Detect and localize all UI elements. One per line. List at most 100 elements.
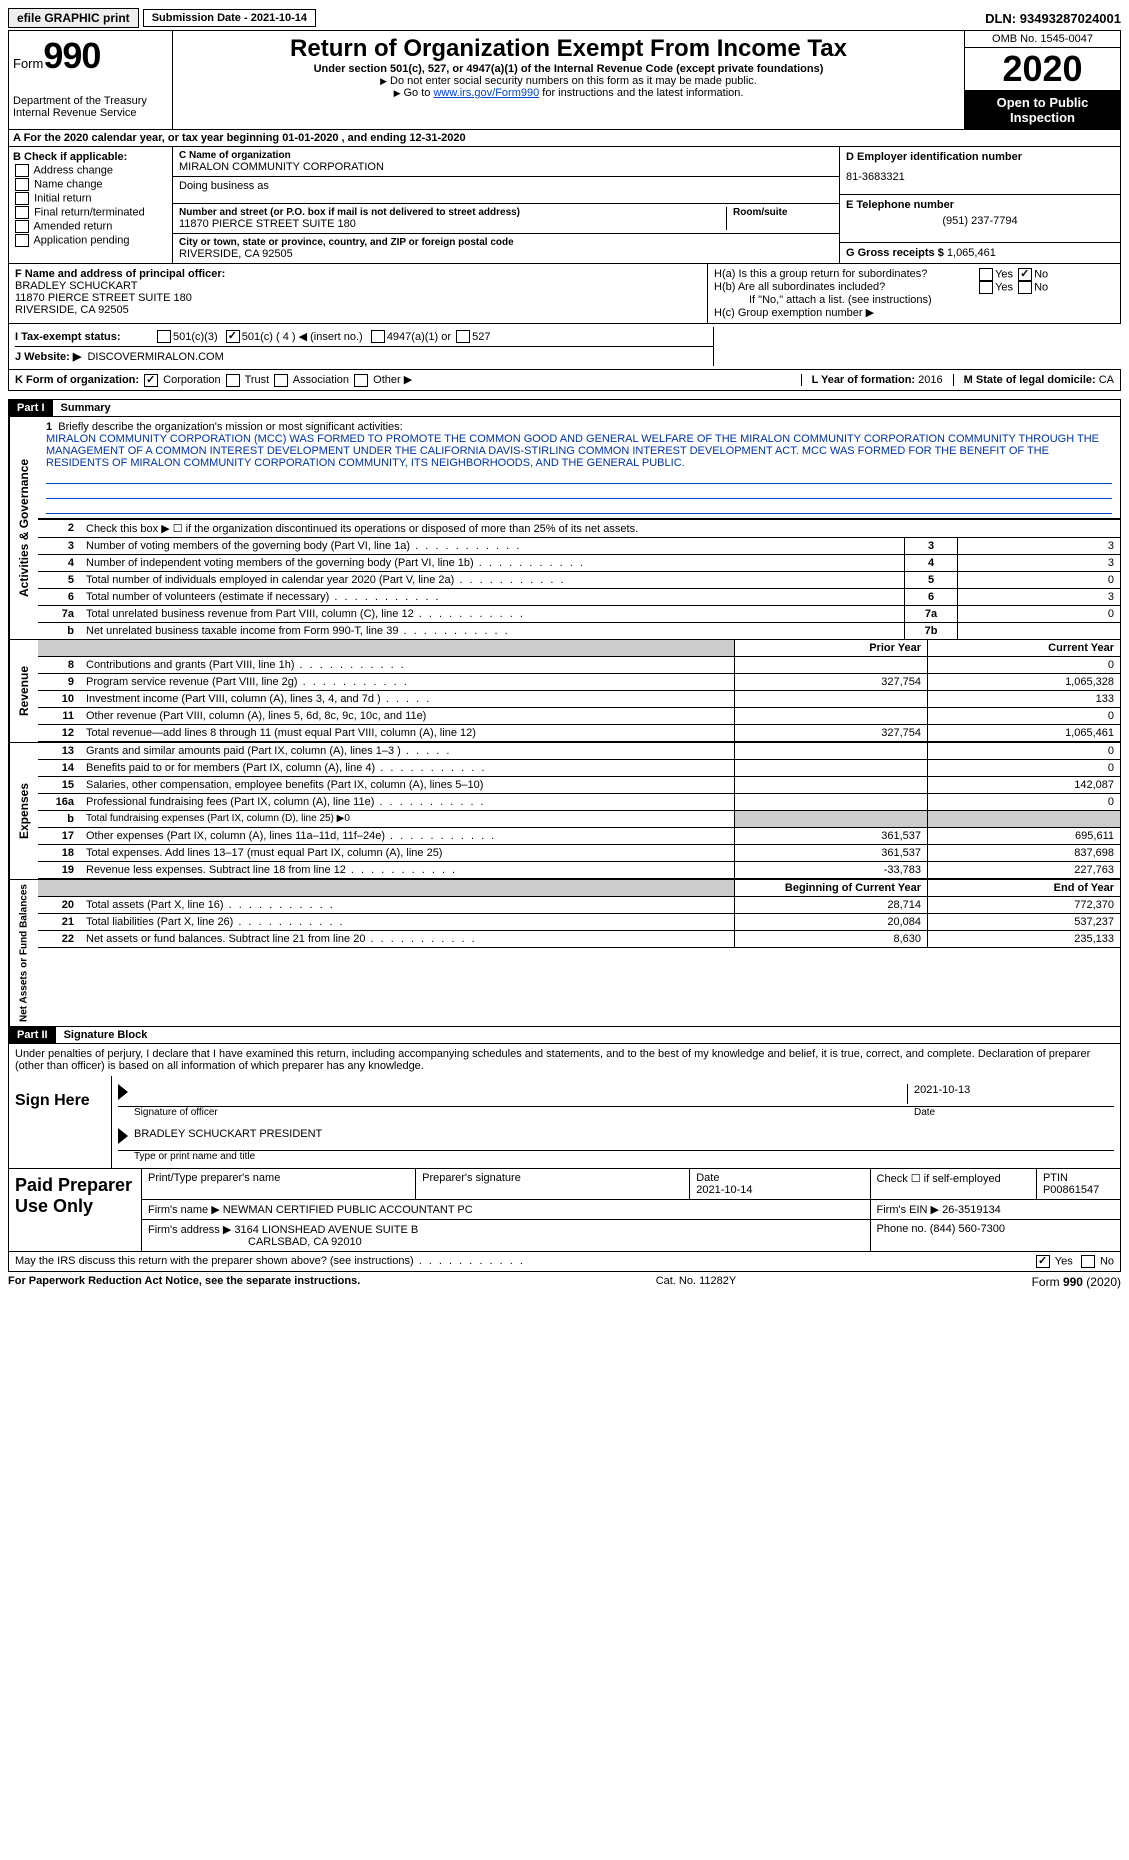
row-box: 7a — [905, 605, 958, 622]
row-curr: 235,133 — [928, 930, 1121, 947]
row-num: 19 — [38, 861, 80, 878]
row-desc: Other expenses (Part IX, column (A), lin… — [80, 827, 735, 844]
firm-name-value: NEWMAN CERTIFIED PUBLIC ACCOUNTANT PC — [223, 1204, 473, 1216]
part1-header-row: Part I Summary — [8, 399, 1121, 417]
discuss-yes-check[interactable] — [1036, 1255, 1050, 1268]
chk-4947[interactable] — [371, 330, 385, 343]
irs-link[interactable]: www.irs.gov/Form990 — [433, 87, 539, 99]
box-b: B Check if applicable: Address change Na… — [9, 147, 173, 263]
chk-other[interactable] — [354, 374, 368, 387]
chk-label: Initial return — [34, 192, 91, 204]
ha-yes-check[interactable] — [979, 268, 993, 281]
discuss-no-check[interactable] — [1081, 1255, 1095, 1268]
begin-year-header: Beginning of Current Year — [735, 880, 928, 897]
row-prior — [735, 776, 928, 793]
table-row: 12Total revenue—add lines 8 through 11 (… — [38, 724, 1120, 741]
penalty-block: Under penalties of perjury, I declare th… — [8, 1044, 1121, 1076]
chk-trust[interactable] — [226, 374, 240, 387]
row-num: 9 — [38, 673, 80, 690]
chk-amended-return[interactable]: Amended return — [13, 220, 168, 233]
chk-501c3[interactable] — [157, 330, 171, 343]
open-to-public: Open to Public Inspection — [965, 91, 1120, 129]
room-label: Room/suite — [733, 207, 833, 218]
row-curr: 133 — [928, 690, 1121, 707]
row-num: 10 — [38, 690, 80, 707]
ein-cell: D Employer identification number 81-3683… — [840, 147, 1120, 195]
row-num: 12 — [38, 724, 80, 741]
row-curr: 837,698 — [928, 844, 1121, 861]
chk-application-pending[interactable]: Application pending — [13, 234, 168, 247]
ha-no-check[interactable] — [1018, 268, 1032, 281]
row-desc: Revenue less expenses. Subtract line 18 … — [80, 861, 735, 878]
chk-name-change[interactable]: Name change — [13, 178, 168, 191]
row-curr: 695,611 — [928, 827, 1121, 844]
row-num: 13 — [38, 743, 80, 760]
dba-label: Doing business as — [179, 180, 833, 192]
prep-date-label: Date — [696, 1172, 719, 1184]
table-row: 10Investment income (Part VIII, column (… — [38, 690, 1120, 707]
row-num: 15 — [38, 776, 80, 793]
row-prior — [735, 656, 928, 673]
fpra-notice: For Paperwork Reduction Act Notice, see … — [8, 1275, 360, 1289]
efile-btn[interactable]: efile GRAPHIC print — [8, 8, 139, 28]
ein-value: 81-3683321 — [846, 171, 1114, 183]
top-bar: efile GRAPHIC print Submission Date - 20… — [8, 8, 1121, 28]
sign-here-label: Sign Here — [9, 1076, 112, 1168]
box-f: F Name and address of principal officer:… — [9, 264, 708, 323]
chk-initial-return[interactable]: Initial return — [13, 192, 168, 205]
row-box: 7b — [905, 622, 958, 639]
chk-final-return[interactable]: Final return/terminated — [13, 206, 168, 219]
chk-corp[interactable] — [144, 374, 158, 387]
submission-date-value: 2021-10-14 — [251, 12, 307, 24]
m-value: CA — [1099, 374, 1114, 386]
expenses-section: Expenses 13Grants and similar amounts pa… — [8, 743, 1121, 880]
side-revenue: Revenue — [9, 640, 38, 742]
prep-name-label: Print/Type preparer's name — [142, 1169, 416, 1200]
netassets-section: Net Assets or Fund Balances Beginning of… — [8, 880, 1121, 1027]
row-prior — [735, 690, 928, 707]
firm-addr-label: Firm's address ▶ — [148, 1224, 234, 1236]
tax-year: 2020 — [965, 48, 1120, 91]
kform-label: K Form of organization: — [15, 374, 139, 386]
sig-name-label: Type or print name and title — [118, 1151, 1114, 1162]
opt-other: Other ▶ — [373, 374, 412, 386]
prep-ptin-label: PTIN — [1043, 1172, 1068, 1184]
row-curr: 0 — [928, 707, 1121, 724]
table-row: bTotal fundraising expenses (Part IX, co… — [38, 810, 1120, 827]
table-row: 16aProfessional fundraising fees (Part I… — [38, 793, 1120, 810]
chk-527[interactable] — [456, 330, 470, 343]
hb-yes-check[interactable] — [979, 281, 993, 294]
row-prior: 20,084 — [735, 913, 928, 930]
table-row: 17Other expenses (Part IX, column (A), l… — [38, 827, 1120, 844]
row-prior — [735, 707, 928, 724]
table-row: 19Revenue less expenses. Subtract line 1… — [38, 861, 1120, 878]
table-row: 3Number of voting members of the governi… — [38, 537, 1120, 554]
table-row: 4Number of independent voting members of… — [38, 554, 1120, 571]
firm-addr2: CARLSBAD, CA 92010 — [148, 1236, 362, 1248]
row-curr: 227,763 — [928, 861, 1121, 878]
chk-assoc[interactable] — [274, 374, 288, 387]
gross-cell: G Gross receipts $ 1,065,461 — [840, 243, 1120, 263]
h-b-label: H(b) Are all subordinates included? — [714, 281, 974, 293]
hb-no-check[interactable] — [1018, 281, 1032, 294]
row-num: 20 — [38, 896, 80, 913]
officer-street: 11870 PIERCE STREET SUITE 180 — [15, 292, 701, 304]
table-row: 15Salaries, other compensation, employee… — [38, 776, 1120, 793]
table-row: 7aTotal unrelated business revenue from … — [38, 605, 1120, 622]
dln: DLN: 93493287024001 — [985, 11, 1121, 26]
row-prior — [735, 793, 928, 810]
part2-badge: Part II — [9, 1027, 56, 1043]
chk-501c[interactable] — [226, 330, 240, 343]
kform-row: K Form of organization: Corporation Trus… — [8, 370, 1121, 391]
row-prior: 8,630 — [735, 930, 928, 947]
phone-label: E Telephone number — [846, 199, 1114, 211]
dept-treasury: Department of the Treasury — [13, 95, 168, 107]
row-desc: Grants and similar amounts paid (Part IX… — [80, 743, 735, 760]
expenses-table: 13Grants and similar amounts paid (Part … — [38, 743, 1120, 879]
l-value: 2016 — [918, 374, 942, 386]
row-num: 5 — [38, 571, 80, 588]
side-expenses: Expenses — [9, 743, 38, 879]
preparer-addr-row: Firm's address ▶ 3164 LIONSHEAD AVENUE S… — [142, 1219, 1121, 1251]
chk-address-change[interactable]: Address change — [13, 164, 168, 177]
row-num: 11 — [38, 707, 80, 724]
